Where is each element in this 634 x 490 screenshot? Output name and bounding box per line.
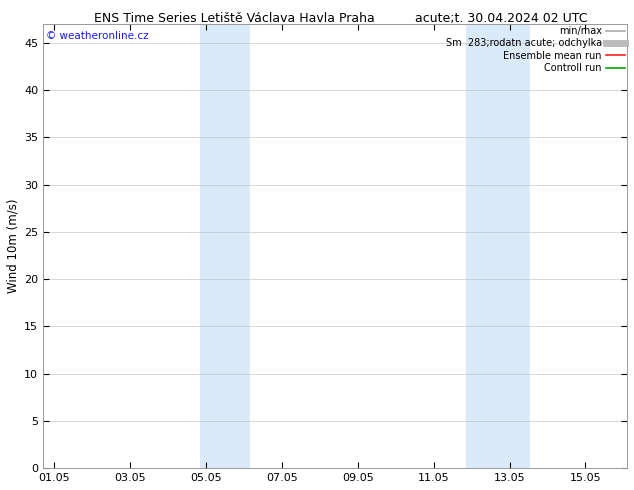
Y-axis label: Wind 10m (m/s): Wind 10m (m/s) bbox=[7, 199, 20, 294]
Text: © weatheronline.cz: © weatheronline.cz bbox=[46, 31, 148, 41]
Text: acute;t. 30.04.2024 02 UTC: acute;t. 30.04.2024 02 UTC bbox=[415, 12, 587, 25]
Text: ENS Time Series Letiště Václava Havla Praha: ENS Time Series Letiště Václava Havla Pr… bbox=[94, 12, 375, 25]
Bar bbox=[466, 24, 531, 468]
Bar bbox=[200, 24, 250, 468]
Legend: min/max, Sm  283;rodatn acute; odchylka, Ensemble mean run, Controll run: min/max, Sm 283;rodatn acute; odchylka, … bbox=[446, 26, 625, 74]
